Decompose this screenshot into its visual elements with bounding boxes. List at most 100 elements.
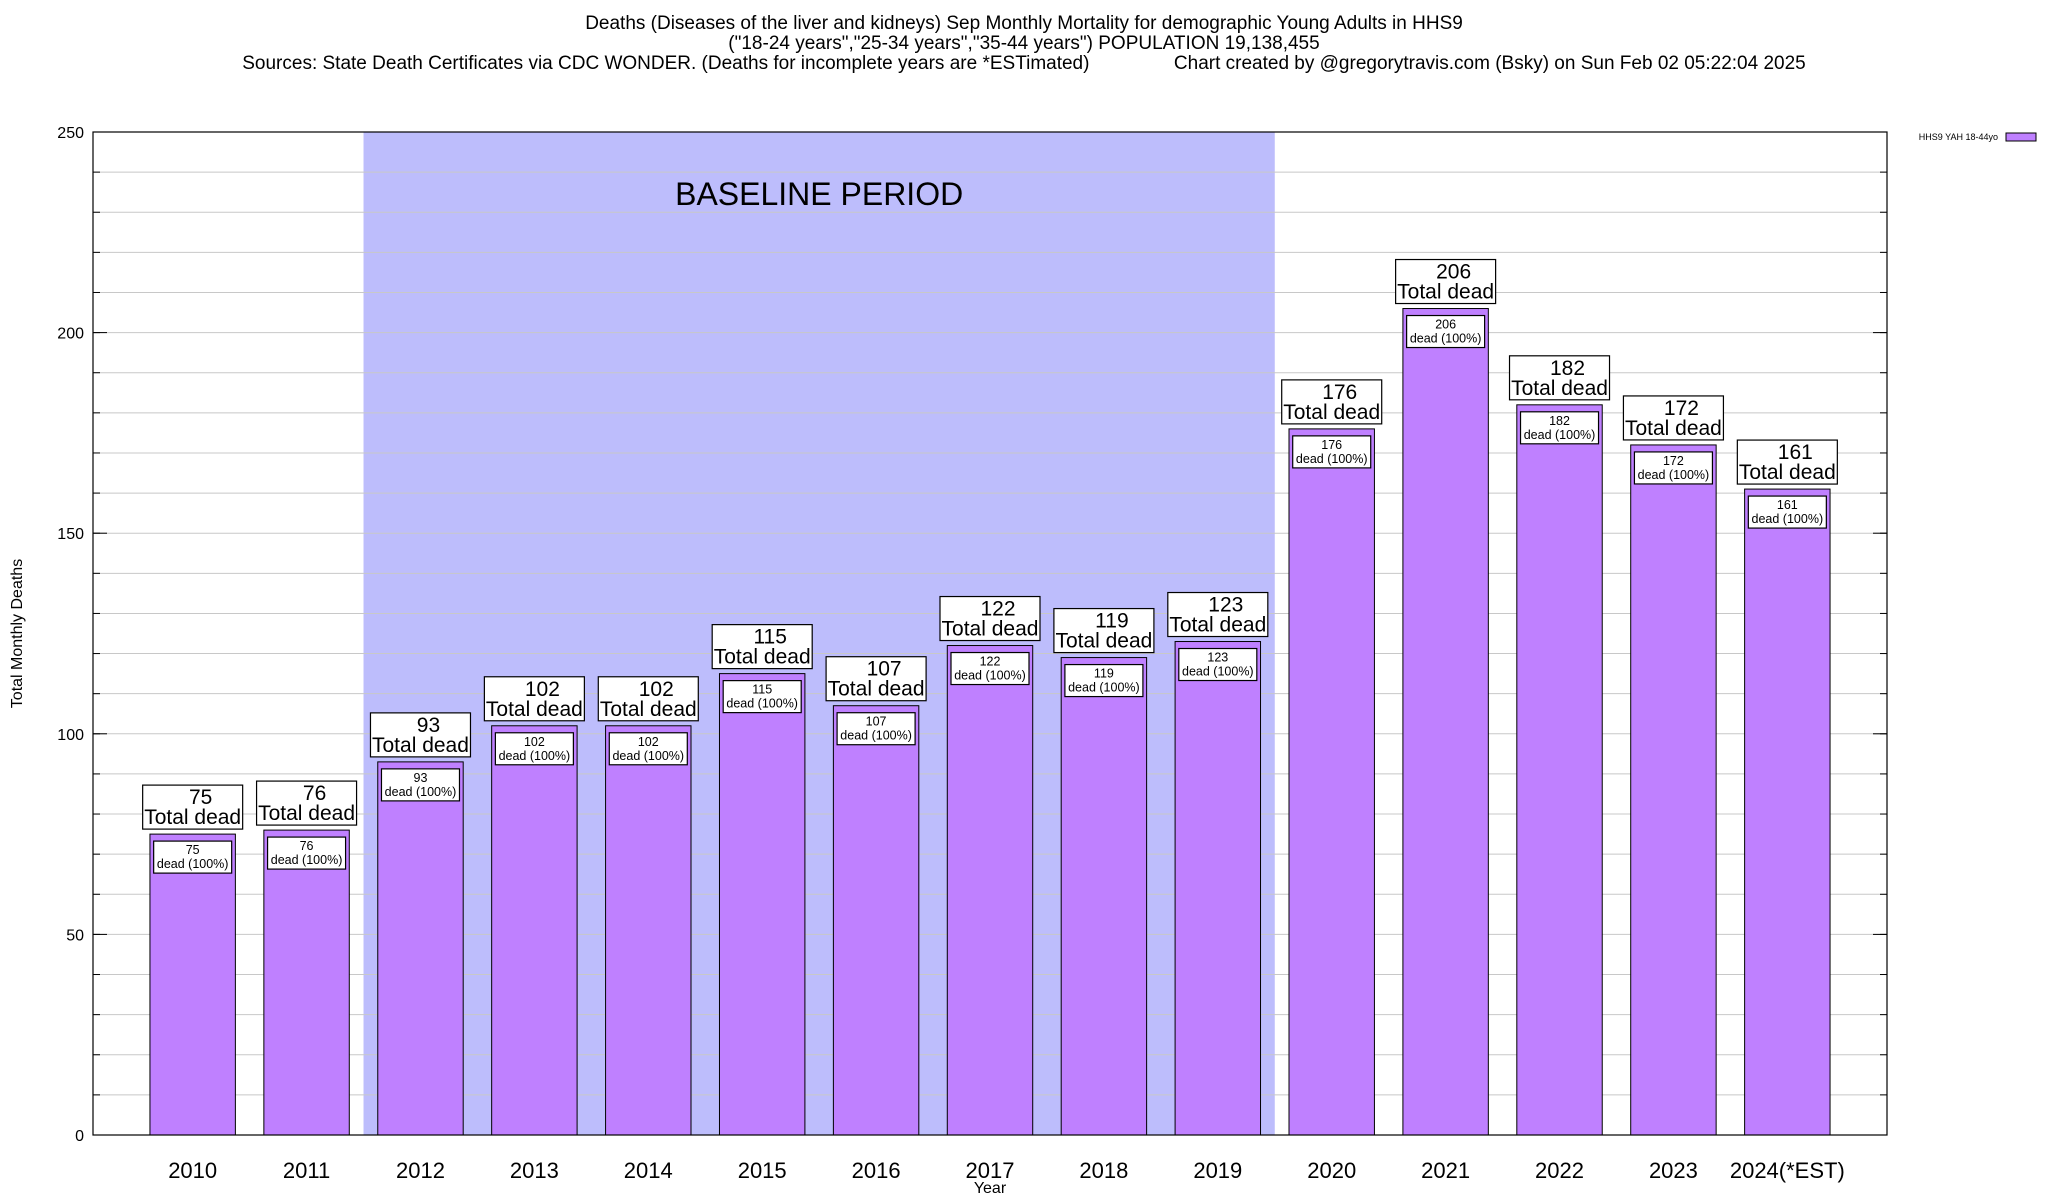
bar-outer-label-box: [1167, 591, 1269, 638]
bar-inner-percent-label: dead (100%): [1410, 332, 1482, 346]
bar-total-dead-label: Total dead: [1397, 281, 1494, 304]
bar-value-label: 161: [1778, 441, 1813, 464]
bar-total-dead-label: Total dead: [942, 618, 1039, 641]
bar-value-label: 107: [867, 658, 902, 681]
chart-title-block: Deaths (Diseases of the liver and kidney…: [0, 14, 2048, 74]
bar-inner-value-label: 123: [1207, 651, 1228, 665]
chart-subtitle: ("18-24 years","25-34 years","35-44 year…: [728, 33, 1320, 54]
bar-value-label: 102: [525, 678, 560, 701]
bar-value-label: 123: [1208, 594, 1243, 617]
y-tick-label: 0: [75, 1128, 84, 1145]
bar-inner-percent-label: dead (100%): [157, 857, 229, 871]
bar-inner-percent-label: dead (100%): [612, 749, 684, 763]
bar: [1630, 444, 1717, 1136]
x-tick-label: 2011: [283, 1158, 330, 1183]
bar-inner-value-label: 176: [1321, 438, 1342, 452]
legend-swatch: [2005, 132, 2037, 142]
bar: [1744, 488, 1831, 1136]
bar-outer-label-box: [1281, 379, 1383, 425]
bar-value-label: 119: [1095, 610, 1128, 633]
bar: [718, 673, 806, 1136]
bar-total-dead-label: Total dead: [714, 646, 811, 669]
bar-value-label: 93: [417, 714, 440, 737]
bar-inner-value-label: 172: [1663, 454, 1684, 468]
bar-outer-label-box: [939, 595, 1041, 642]
bar-inner-label-box: [1747, 495, 1827, 529]
x-tick-label: 2019: [1193, 1158, 1242, 1183]
bar: [1288, 428, 1375, 1136]
bar-inner-value-label: 119: [1094, 667, 1114, 681]
y-tick-label: 200: [57, 326, 84, 343]
plot-frame: [92, 131, 1888, 1136]
x-tick-label: 2020: [1307, 1158, 1356, 1183]
x-axis-title: Year: [974, 1180, 1007, 1197]
bar-value-label: 176: [1322, 381, 1357, 404]
bar: [149, 833, 236, 1136]
bar-inner-percent-label: dead (100%): [954, 669, 1026, 683]
bar-total-dead-label: Total dead: [486, 698, 583, 721]
bar: [377, 761, 464, 1136]
bar-inner-value-label: 115: [752, 683, 772, 697]
bar-total-dead-label: Total dead: [1511, 377, 1608, 400]
bar-inner-value-label: 206: [1435, 318, 1456, 332]
bar-total-dead-label: Total dead: [144, 806, 241, 829]
bar-inner-percent-label: dead (100%): [1752, 512, 1824, 526]
x-tick-label: 2010: [168, 1158, 217, 1183]
bar-outer-label-box: [1395, 258, 1497, 305]
x-tick-label: 2018: [1079, 1158, 1128, 1183]
bar: [832, 705, 920, 1136]
bar: [1516, 404, 1603, 1136]
bar-inner-percent-label: dead (100%): [271, 853, 343, 867]
bar-outer-label-box: [1622, 395, 1725, 441]
bar: [1402, 308, 1489, 1136]
x-tick-label: 2024(*EST): [1730, 1158, 1845, 1183]
bar-inner-value-label: 93: [414, 771, 428, 785]
bar-inner-value-label: 182: [1549, 414, 1570, 428]
chart-source-line: Sources: State Death Certificates via CD…: [242, 53, 1806, 74]
bar-total-dead-label: Total dead: [828, 678, 925, 701]
bar-inner-percent-label: dead (100%): [1296, 452, 1368, 466]
bar-outer-label-box: [1736, 439, 1838, 485]
x-tick-label: 2023: [1649, 1158, 1698, 1183]
bar-inner-label-box: [836, 712, 916, 746]
bar: [605, 725, 692, 1136]
bar-inner-label-box: [722, 680, 802, 714]
bar-inner-label-box: [266, 836, 347, 870]
bar-outer-label-box: [255, 780, 358, 826]
chart-title: Deaths (Diseases of the liver and kidney…: [585, 13, 1463, 34]
bar-value-label: 206: [1436, 261, 1471, 284]
bar: [1060, 657, 1148, 1136]
bar-inner-label-box: [1064, 663, 1144, 698]
y-tick-label: 100: [57, 727, 84, 744]
bar-value-label: 102: [639, 678, 674, 701]
bar-outer-label-box: [142, 784, 244, 830]
bar-outer-label-box: [1508, 355, 1611, 401]
bar: [491, 725, 578, 1136]
x-tick-label: 2012: [396, 1158, 445, 1183]
bar-total-dead-label: Total dead: [1283, 401, 1380, 424]
bar-inner-value-label: 161: [1777, 498, 1798, 512]
legend-label: HHS9 YAH 18-44yo: [1919, 132, 1998, 142]
bar-inner-label-box: [153, 840, 233, 874]
x-tick-label: 2015: [738, 1158, 787, 1183]
bar-inner-value-label: 76: [300, 839, 314, 853]
bar-total-dead-label: Total dead: [1055, 630, 1152, 653]
bar-inner-label-box: [1519, 411, 1600, 445]
x-tick-label: 2021: [1421, 1158, 1470, 1183]
y-tick-label: 250: [57, 125, 84, 142]
bar-value-label: 172: [1664, 397, 1699, 420]
bar-inner-label-box: [494, 732, 574, 766]
bar-inner-label-box: [1406, 314, 1486, 349]
bar-inner-value-label: 102: [638, 735, 659, 749]
bar-outer-label-box: [483, 676, 585, 722]
x-tick-label: 2014: [624, 1158, 673, 1183]
y-axis-title: Total Monthly Deaths: [9, 559, 26, 708]
bar-total-dead-label: Total dead: [372, 734, 469, 757]
bar-inner-percent-label: dead (100%): [499, 749, 571, 763]
bar-inner-label-box: [1178, 647, 1258, 682]
bar-value-label: 182: [1550, 357, 1585, 380]
bar-inner-label-box: [380, 768, 461, 802]
bar-total-dead-label: Total dead: [600, 698, 697, 721]
bar-total-dead-label: Total dead: [258, 802, 355, 825]
